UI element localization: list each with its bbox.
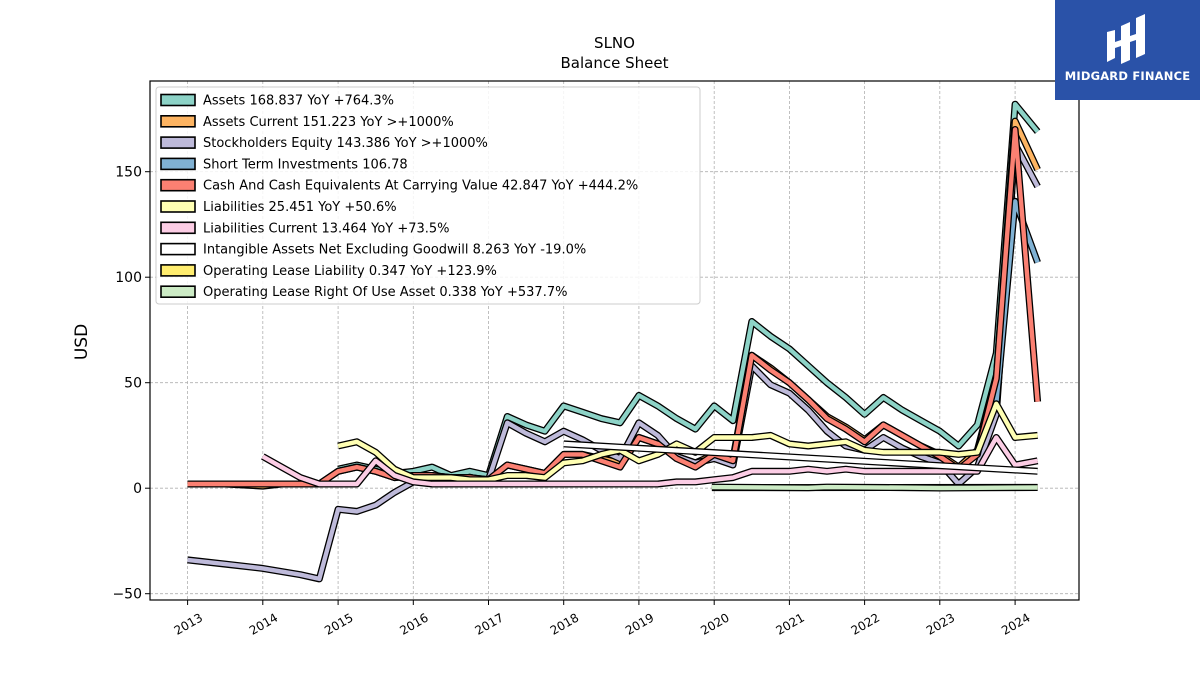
- series-lines: [187, 100, 1042, 583]
- chart-title: SLNO: [594, 34, 635, 52]
- legend-entry: Operating Lease Liability 0.347 YoY +123…: [203, 264, 497, 279]
- legend-swatch: [160, 93, 196, 107]
- x-tick-label: 2015: [322, 610, 355, 637]
- legend-entry: Liabilities 25.451 YoY +50.6%: [203, 200, 397, 215]
- legend-entry: Operating Lease Right Of Use Asset 0.338…: [203, 285, 567, 300]
- legend-entry: Cash And Cash Equivalents At Carrying Va…: [203, 179, 638, 194]
- x-tick-label: 2018: [548, 610, 581, 637]
- y-tick-label: 0: [133, 481, 142, 497]
- legend: Assets 168.837 YoY +764.3% Assets Current…: [155, 86, 701, 305]
- legend-swatch: [160, 178, 196, 192]
- y-axis: −50 0 50 100 150: [112, 165, 150, 603]
- series-line: [261, 435, 1039, 487]
- x-tick-label: 2021: [773, 610, 806, 637]
- x-tick-label: 2022: [849, 610, 882, 637]
- series-line: [563, 441, 1038, 474]
- x-tick-label: 2013: [172, 610, 205, 637]
- series-line: [187, 142, 1040, 582]
- x-tick-label: 2017: [473, 610, 506, 637]
- x-tick-label: 2014: [247, 610, 280, 637]
- x-tick-label: 2023: [924, 610, 957, 637]
- x-tick-label: 2019: [623, 610, 656, 637]
- y-tick-label: 50: [124, 376, 142, 392]
- legend-swatch: [160, 115, 196, 128]
- y-tick-label: 150: [115, 165, 142, 181]
- legend-swatch: [160, 285, 196, 299]
- x-tick-label: 2020: [698, 610, 731, 637]
- legend-box: [155, 86, 701, 305]
- legend-swatch: [160, 157, 196, 171]
- y-tick-label: 100: [115, 270, 142, 286]
- x-tick-label: 2024: [999, 610, 1032, 637]
- legend-swatch: [160, 242, 196, 256]
- brand-mark-icon: [1107, 14, 1145, 64]
- brand-logo: MIDGARD FINANCE: [1055, 0, 1200, 100]
- legend-entry: Assets Current 151.223 YoY >+1000%: [203, 115, 454, 130]
- legend-swatch: [160, 264, 196, 277]
- legend-swatch: [160, 221, 196, 235]
- y-axis-label: USD: [72, 324, 92, 360]
- y-tick-label: −50: [112, 587, 142, 603]
- legend-entry: Assets 168.837 YoY +764.3%: [203, 94, 394, 109]
- brand-name: MIDGARD FINANCE: [1064, 69, 1191, 83]
- legend-entry: Liabilities Current 13.464 YoY +73.5%: [203, 221, 450, 236]
- legend-swatch: [160, 136, 196, 149]
- x-tick-label: 2016: [397, 610, 430, 637]
- chart-subtitle: Balance Sheet: [561, 54, 669, 72]
- legend-swatch: [160, 200, 196, 213]
- legend-entry: Intangible Assets Net Excluding Goodwill…: [203, 243, 586, 258]
- x-axis: 2013 2014 2015 2016 2017 2018 2019 2020 2021 2022…: [172, 600, 1033, 638]
- legend-entry: Short Term Investments 106.78: [203, 157, 408, 172]
- legend-entry: Stockholders Equity 143.386 YoY >+1000%: [203, 136, 488, 151]
- series-line: [711, 484, 1038, 491]
- plot-frame: [149, 80, 1080, 601]
